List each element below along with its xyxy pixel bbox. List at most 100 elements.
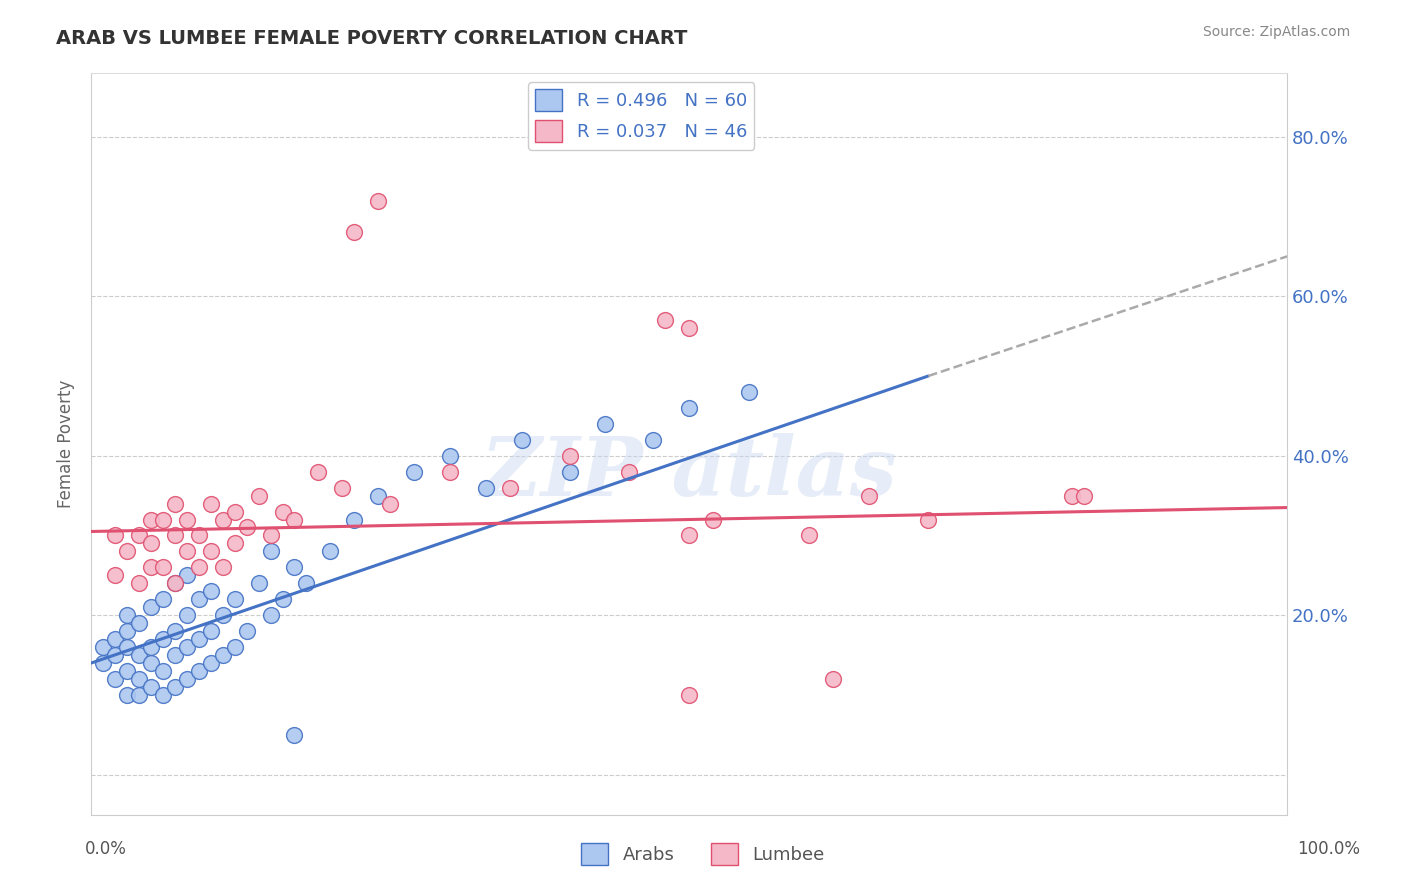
Point <box>678 688 700 702</box>
Point <box>152 664 174 678</box>
Point <box>402 465 425 479</box>
Point <box>224 504 246 518</box>
Point <box>128 616 150 631</box>
Point <box>558 449 581 463</box>
Point <box>115 664 138 678</box>
Point <box>115 640 138 654</box>
Point <box>176 568 198 582</box>
Point <box>128 528 150 542</box>
Point <box>115 624 138 639</box>
Point <box>247 489 270 503</box>
Point <box>917 512 939 526</box>
Point <box>558 465 581 479</box>
Point <box>200 497 222 511</box>
Text: 100.0%: 100.0% <box>1298 840 1360 858</box>
Point <box>499 481 522 495</box>
Point <box>176 640 198 654</box>
Point <box>139 640 162 654</box>
Point <box>200 584 222 599</box>
Point <box>224 640 246 654</box>
Point <box>510 433 533 447</box>
Point <box>115 688 138 702</box>
Point <box>104 632 127 647</box>
Point <box>1073 489 1095 503</box>
Text: ARAB VS LUMBEE FEMALE POVERTY CORRELATION CHART: ARAB VS LUMBEE FEMALE POVERTY CORRELATIO… <box>56 29 688 47</box>
Point <box>152 512 174 526</box>
Point <box>1060 489 1083 503</box>
Point <box>235 520 257 534</box>
Point <box>187 664 209 678</box>
Point <box>104 568 127 582</box>
Point <box>139 656 162 670</box>
Point <box>128 576 150 591</box>
Point <box>139 512 162 526</box>
Point <box>367 489 389 503</box>
Point <box>678 528 700 542</box>
Point <box>152 632 174 647</box>
Point <box>163 648 186 662</box>
Point <box>343 512 366 526</box>
Y-axis label: Female Poverty: Female Poverty <box>58 380 75 508</box>
Point <box>187 560 209 574</box>
Point <box>247 576 270 591</box>
Point <box>139 680 162 694</box>
Point <box>187 632 209 647</box>
Point <box>283 728 305 742</box>
Text: 0.0%: 0.0% <box>84 840 127 858</box>
Point <box>91 656 114 670</box>
Point <box>104 528 127 542</box>
Text: Source: ZipAtlas.com: Source: ZipAtlas.com <box>1202 25 1350 39</box>
Point <box>271 592 294 607</box>
Point <box>378 497 401 511</box>
Point <box>163 528 186 542</box>
Text: ZIP atlas: ZIP atlas <box>481 434 897 514</box>
Point <box>176 544 198 558</box>
Point <box>283 560 305 574</box>
Point <box>224 536 246 550</box>
Point <box>319 544 342 558</box>
Point <box>821 672 844 686</box>
Point <box>128 672 150 686</box>
Point <box>200 656 222 670</box>
Point <box>152 592 174 607</box>
Point <box>259 608 281 623</box>
Point <box>619 465 641 479</box>
Point <box>163 680 186 694</box>
Point <box>187 528 209 542</box>
Point <box>187 592 209 607</box>
Point <box>163 497 186 511</box>
Point <box>235 624 257 639</box>
Point <box>797 528 820 542</box>
Point <box>307 465 329 479</box>
Point <box>367 194 389 208</box>
Point <box>678 321 700 335</box>
Point <box>128 648 150 662</box>
Point <box>343 226 366 240</box>
Point <box>104 648 127 662</box>
Point <box>139 536 162 550</box>
Point <box>259 544 281 558</box>
Point <box>330 481 353 495</box>
Legend: R = 0.496   N = 60, R = 0.037   N = 46: R = 0.496 N = 60, R = 0.037 N = 46 <box>529 82 755 150</box>
Point <box>91 640 114 654</box>
Point <box>702 512 724 526</box>
Point <box>858 489 880 503</box>
Point <box>295 576 318 591</box>
Point <box>163 624 186 639</box>
Point <box>176 512 198 526</box>
Point <box>152 560 174 574</box>
Point <box>104 672 127 686</box>
Point <box>128 688 150 702</box>
Point <box>139 560 162 574</box>
Point <box>475 481 498 495</box>
Point <box>200 544 222 558</box>
Point <box>152 688 174 702</box>
Point <box>271 504 294 518</box>
Point <box>211 560 233 574</box>
Point <box>176 672 198 686</box>
Point <box>115 608 138 623</box>
Point <box>439 465 461 479</box>
Point <box>176 608 198 623</box>
Point <box>115 544 138 558</box>
Point <box>643 433 665 447</box>
